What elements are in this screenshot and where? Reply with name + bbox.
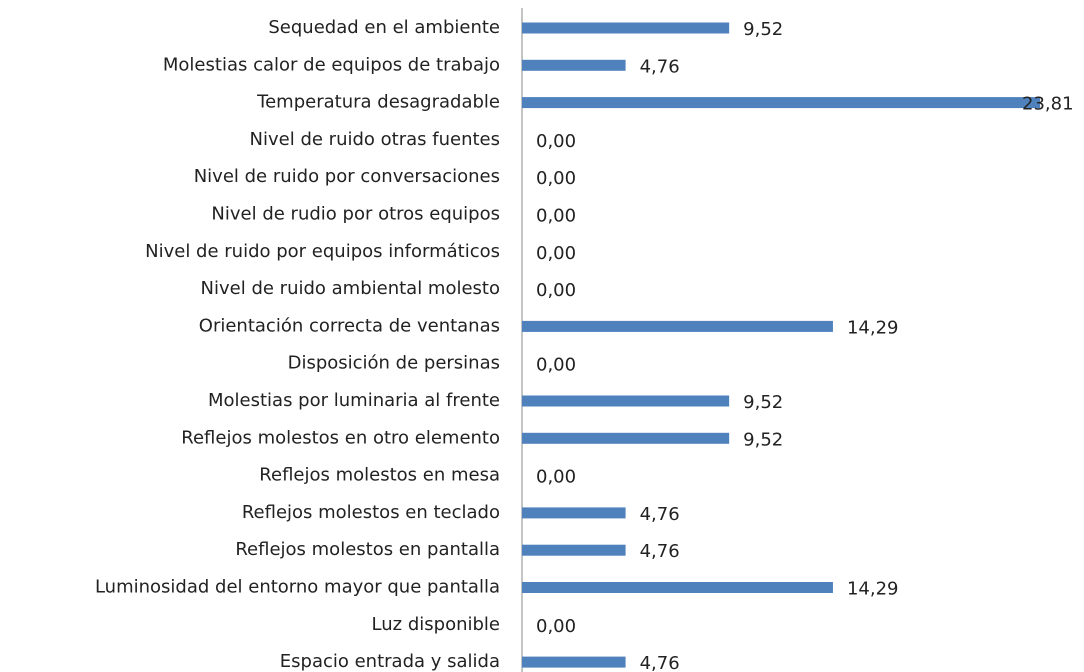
value-label: 4,76 [640,541,680,562]
category-label: Molestias por luminaria al frente [208,390,500,411]
bar [522,544,626,556]
value-label: 0,00 [536,355,576,376]
bar [522,507,626,519]
category-label: Espacio entrada y salida [280,651,500,672]
bar [522,582,833,593]
category-label: Disposición de persinas [288,353,500,374]
value-label: 9,52 [743,392,783,413]
category-label: Nivel de ruido ambiental molesto [201,278,500,299]
category-label: Nivel de ruido por conversaciones [194,166,500,187]
category-label: Nivel de ruido otras fuentes [250,129,500,150]
value-label: 0,00 [536,467,576,488]
bar [522,320,833,332]
category-label: Luz disponible [372,614,500,635]
value-label: 9,52 [743,429,783,450]
category-label: Nivel de ruido por equipos informáticos [145,241,500,262]
value-label: 14,29 [847,579,899,600]
category-label: Reflejos molestos en teclado [242,502,500,523]
value-label: 9,52 [743,19,783,40]
category-label: Sequedad en el ambiente [268,17,500,38]
category-label: Reflejos molestos en mesa [259,465,500,486]
value-label: 4,76 [640,653,680,672]
value-label: 0,00 [536,206,576,227]
value-label: 23,81 [1022,94,1074,115]
bar [522,22,730,34]
value-label: 0,00 [536,168,576,189]
category-label: Molestias calor de equipos de trabajo [163,54,500,75]
category-label: Reflejos molestos en otro elemento [181,427,500,448]
category-label: Temperatura desagradable [256,92,500,113]
category-label: Nivel de rudio por otros equipos [211,204,500,225]
value-label: 14,29 [847,317,899,338]
bar [522,97,1041,109]
category-label: Luminosidad del entorno mayor que pantal… [95,577,500,598]
category-label: Orientación correcta de ventanas [199,315,500,336]
value-label: 4,76 [640,56,680,77]
bar [522,395,730,407]
value-label: 0,00 [536,616,576,637]
value-label: 0,00 [536,131,576,152]
bar [522,656,626,668]
bar [522,432,730,444]
value-label: 0,00 [536,280,576,301]
value-label: 0,00 [536,243,576,264]
value-label: 4,76 [640,504,680,525]
bar [522,59,626,71]
category-label: Reflejos molestos en pantalla [235,539,500,560]
